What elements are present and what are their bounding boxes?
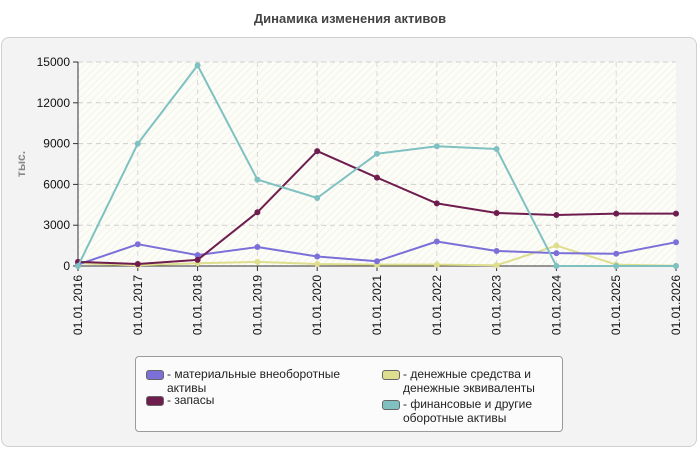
chart-legend: - материальные внеоборотные активы - зап… <box>135 356 563 432</box>
x-tick-label: 01.01.2025 <box>609 275 623 335</box>
chart-title: Динамика изменения активов <box>253 11 447 26</box>
x-tick-label: 01.01.2017 <box>131 275 145 335</box>
legend-item-cash: - денежные средства и денежные эквивален… <box>382 367 558 395</box>
x-tick-label: 01.01.2024 <box>549 275 563 335</box>
data-point <box>613 250 620 257</box>
data-point <box>254 258 261 265</box>
data-point <box>134 140 141 147</box>
data-point <box>673 239 679 246</box>
data-point <box>433 238 440 245</box>
data-point <box>613 210 620 217</box>
legend-item-inventory: - запасы <box>146 393 356 407</box>
data-point <box>374 258 380 265</box>
data-point <box>254 209 261 216</box>
y-tick-label: 15000 <box>37 55 71 69</box>
data-point <box>433 261 440 268</box>
data-point <box>254 244 261 250</box>
data-point <box>553 242 560 249</box>
x-tick-label: 01.01.2023 <box>490 275 504 335</box>
data-point <box>75 263 81 269</box>
y-tick-label: 12000 <box>37 96 71 110</box>
data-point <box>493 262 500 269</box>
legend-item-material-assets: - материальные внеоборотные активы <box>146 367 356 395</box>
data-point <box>254 176 261 183</box>
x-tick-label: 01.01.2019 <box>250 275 264 335</box>
data-point <box>433 200 440 207</box>
data-point <box>673 263 679 269</box>
data-point <box>433 143 440 150</box>
data-point <box>134 241 141 248</box>
x-tick-label: 01.01.2022 <box>430 275 444 335</box>
data-point <box>613 263 620 269</box>
data-point <box>314 253 321 260</box>
x-tick-label: 01.01.2020 <box>310 275 324 335</box>
y-tick-label: 0 <box>63 259 70 273</box>
data-point <box>194 252 201 259</box>
legend-swatch <box>382 370 400 380</box>
data-point <box>314 261 321 267</box>
legend-label: - финансовые и другие оборотные активы <box>403 397 532 425</box>
data-point <box>493 146 500 152</box>
x-tick-label: 01.01.2026 <box>669 275 683 335</box>
data-point <box>553 250 560 257</box>
data-point <box>194 62 201 69</box>
y-tick-label: 3000 <box>43 218 70 232</box>
legend-item-financial-assets: - финансовые и другие оборотные активы <box>382 397 558 425</box>
data-point <box>194 256 201 263</box>
data-point <box>374 174 380 181</box>
series <box>75 62 679 269</box>
legend-label: - денежные средства и денежные эквивален… <box>403 367 535 395</box>
grid <box>78 61 676 266</box>
data-point <box>493 210 500 216</box>
data-point <box>673 210 679 217</box>
y-axis-label: тыс. <box>14 151 28 177</box>
y-tick-label: 6000 <box>43 177 70 191</box>
y-tick-label: 9000 <box>43 137 70 151</box>
legend-label: - материальные внеоборотные активы <box>167 367 341 395</box>
legend-swatch <box>146 370 164 380</box>
data-point <box>493 248 500 254</box>
data-point <box>553 263 560 269</box>
x-tick-label: 01.01.2021 <box>370 275 384 335</box>
legend-swatch <box>146 396 164 406</box>
data-point <box>314 148 321 155</box>
data-point <box>553 212 560 218</box>
data-point <box>134 261 141 267</box>
x-tick-label: 01.01.2018 <box>191 275 205 335</box>
legend-swatch <box>382 400 400 410</box>
data-point <box>314 195 321 201</box>
legend-label: - запасы <box>167 393 215 407</box>
axes: 0 3000 6000 9000 12000 15000 01.01.2016 01.01.2… <box>37 55 683 335</box>
x-tick-label: 01.01.2016 <box>71 275 85 335</box>
data-point <box>374 150 380 157</box>
